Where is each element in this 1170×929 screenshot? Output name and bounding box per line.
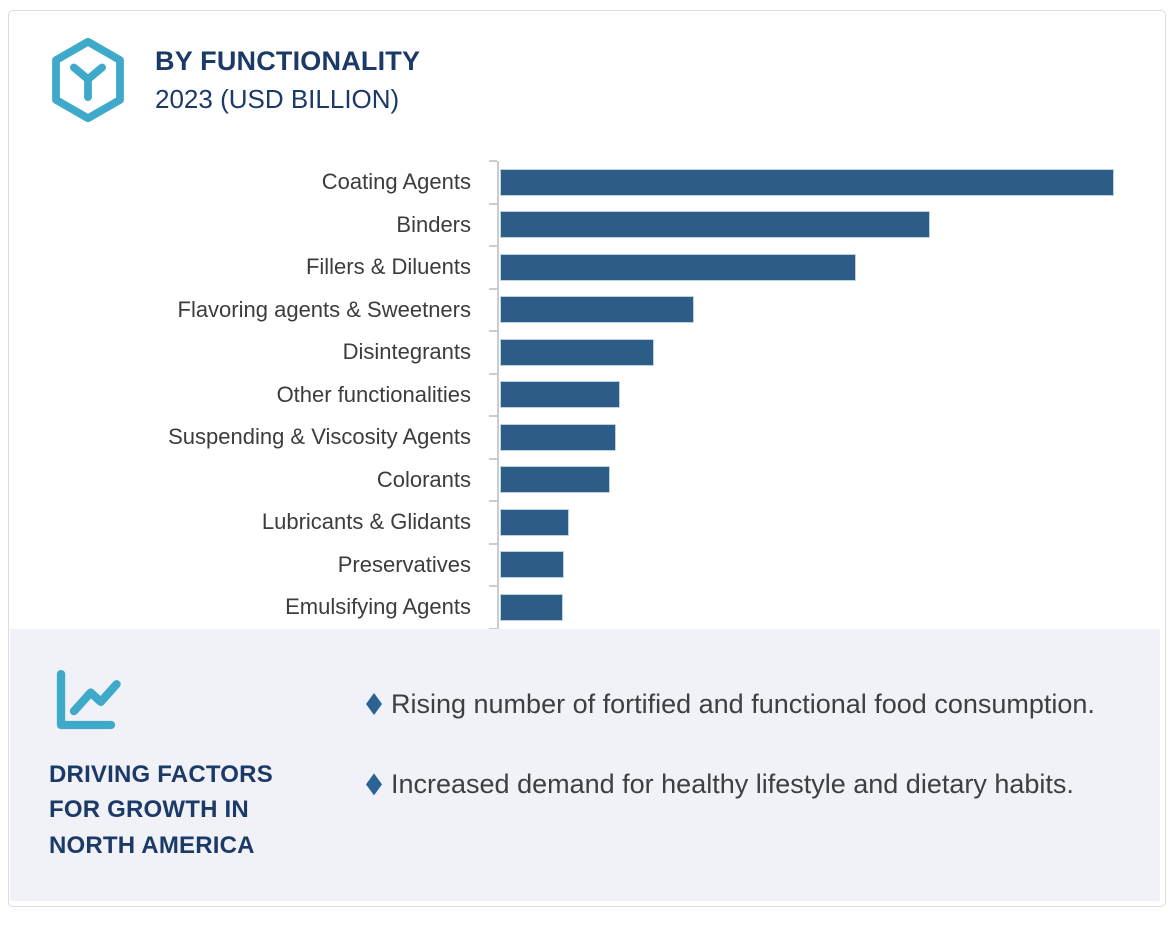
driving-factors-panel: DRIVING FACTORS FOR GROWTH IN NORTH AMER… (10, 629, 1160, 901)
category-label: Coating Agents (321, 169, 471, 195)
axis-tick (489, 500, 497, 502)
category-label: Disintegrants (342, 339, 471, 365)
category-label: Lubricants & Glidants (261, 509, 471, 535)
bar-cell (489, 287, 1165, 331)
driving-factor-text: Increased demand for healthy lifestyle a… (391, 769, 1074, 800)
chart-header: BY FUNCTIONALITY 2023 (USD BILLION) (49, 37, 420, 123)
driving-factors-heading: DRIVING FACTORS FOR GROWTH IN NORTH AMER… (49, 761, 273, 859)
chart-row: Fillers & Diluents (9, 245, 1165, 289)
axis-tick (489, 202, 497, 205)
chart-row: Emulsifying Agents (9, 585, 1165, 630)
bar-cell (489, 202, 1165, 246)
category-label: Emulsifying Agents (285, 594, 471, 620)
axis-tick (489, 330, 497, 332)
bar (500, 253, 856, 281)
category-label: Binders (396, 211, 471, 237)
bar-cell (489, 415, 1165, 459)
axis-tick (489, 627, 497, 630)
chart-row: Colorants (9, 457, 1165, 501)
bar-cell (489, 500, 1165, 544)
hexagon-cube-logo-icon (49, 37, 127, 123)
driving-factor-text: Rising number of fortified and functiona… (391, 689, 1095, 719)
axis-tick (489, 542, 497, 545)
category-label: Fillers & Diluents (305, 254, 471, 280)
axis-tick (489, 287, 497, 290)
bar (500, 381, 620, 409)
chart-row: Preservatives (9, 542, 1165, 586)
driving-factor-item: Rising number of fortified and functiona… (366, 685, 1126, 723)
chart-row: Flavoring agents & Sweetners (9, 287, 1165, 331)
bar-cell (489, 542, 1165, 586)
chart-row: Binders (9, 202, 1165, 246)
category-label: Suspending & Viscosity Agents (168, 424, 471, 450)
axis-tick (489, 245, 497, 247)
bar (500, 168, 1114, 196)
infographic-card: BY FUNCTIONALITY 2023 (USD BILLION) Coat… (8, 10, 1166, 907)
chart-row: Lubricants & Glidants (9, 500, 1165, 544)
category-label: Preservatives (337, 551, 471, 577)
bar-cell (489, 245, 1165, 289)
bar-chart: Coating Agents Binders Fillers & Diluents F… (9, 160, 1165, 630)
bar (500, 508, 569, 536)
driving-factors-left-column: DRIVING FACTORS FOR GROWTH IN NORTH AMER… (10, 629, 340, 901)
chart-row: Disintegrants (9, 330, 1165, 374)
axis-tick (489, 585, 497, 587)
axis-tick (489, 415, 497, 417)
category-label: Other functionalities (276, 381, 471, 407)
bar (500, 296, 694, 324)
chart-row: Suspending & Viscosity Agents (9, 415, 1165, 459)
category-label: Colorants (376, 466, 471, 492)
bar (500, 211, 931, 239)
chart-title: BY FUNCTIONALITY (155, 45, 421, 76)
chart-row: Other functionalities (9, 372, 1165, 416)
driving-factors-list: Rising number of fortified and functiona… (340, 629, 1160, 901)
line-chart-icon (49, 663, 123, 737)
chart-title-block: BY FUNCTIONALITY 2023 (USD BILLION) (155, 46, 420, 115)
category-label: Flavoring agents & Sweetners (177, 296, 472, 322)
bar (500, 551, 564, 579)
bar-cell (489, 372, 1165, 416)
chart-subtitle: 2023 (USD BILLION) (155, 83, 400, 114)
axis-tick (489, 372, 497, 375)
diamond-bullet-icon (366, 693, 382, 715)
bar (500, 338, 654, 366)
bar (500, 466, 610, 494)
axis-tick (489, 160, 497, 162)
driving-factor-item: Increased demand for healthy lifestyle a… (366, 765, 1126, 803)
bar-cell (489, 330, 1165, 374)
axis-tick (489, 457, 497, 460)
bar (500, 593, 563, 621)
bar-cell (489, 160, 1165, 204)
bar-cell (489, 457, 1165, 501)
diamond-bullet-icon (366, 773, 382, 796)
bar-cell (489, 585, 1165, 630)
bar (500, 423, 617, 451)
chart-row: Coating Agents (9, 160, 1165, 204)
